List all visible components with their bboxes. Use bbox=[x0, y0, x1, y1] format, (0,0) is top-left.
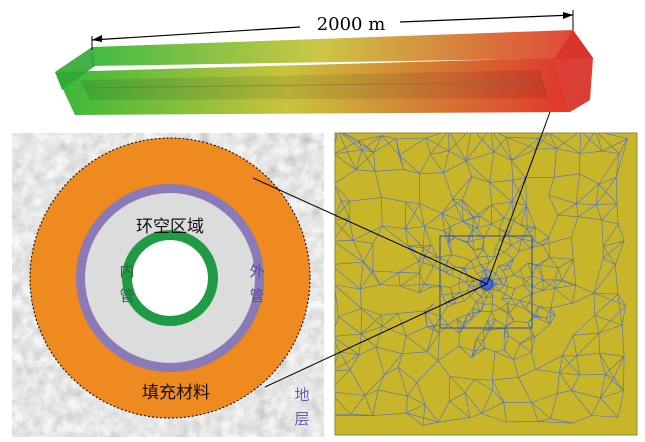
mesh-panel bbox=[335, 133, 637, 435]
cross-section-panel bbox=[12, 133, 324, 437]
mesh-lines bbox=[335, 133, 628, 426]
length-dimension bbox=[91, 10, 574, 50]
length-label: 2000 m bbox=[317, 14, 386, 35]
outer-pipe-label-bottom: 管 bbox=[249, 287, 264, 305]
inner-pipe-label-bottom: 管 bbox=[119, 287, 134, 305]
mesh-edges bbox=[335, 133, 628, 426]
pipe-core bbox=[132, 240, 208, 316]
inner-pipe-label-top: 内 bbox=[119, 262, 134, 280]
annulus-label: 环空区域 bbox=[136, 217, 204, 237]
outer-pipe-label-top: 外 bbox=[249, 262, 264, 280]
connector-lines bbox=[252, 111, 551, 388]
wellbore-3d-beam bbox=[55, 30, 593, 115]
formation-label-bottom: 层 bbox=[294, 410, 309, 428]
fill-material-label: 填充材料 bbox=[142, 383, 210, 403]
formation-label-top: 地 bbox=[294, 386, 309, 404]
